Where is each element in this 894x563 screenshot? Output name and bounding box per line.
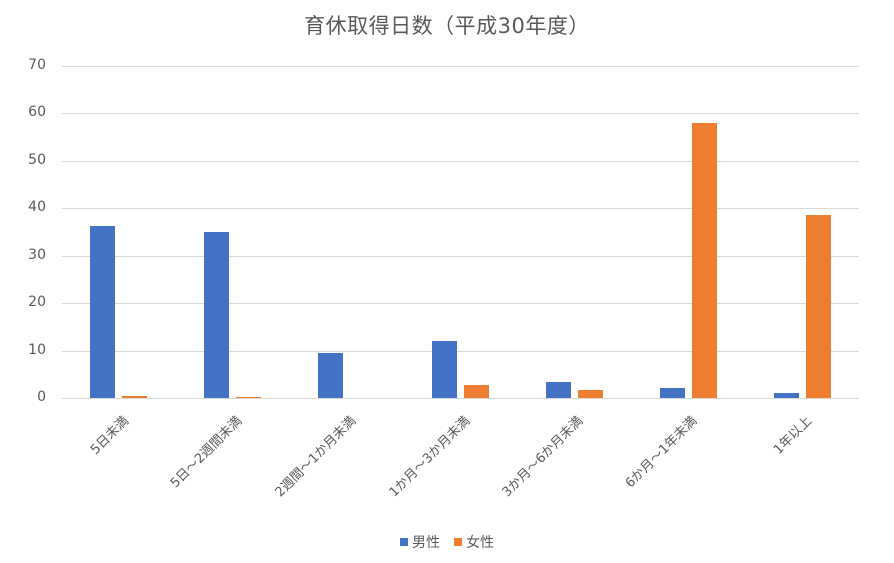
gridline xyxy=(62,66,859,67)
legend-swatch-icon xyxy=(400,538,408,546)
y-tick-label: 50 xyxy=(28,151,46,168)
legend-swatch-icon xyxy=(454,538,462,546)
bar-female xyxy=(464,384,489,398)
x-tick-label: 2週間～1か月未満 xyxy=(272,413,359,501)
gridline xyxy=(62,398,859,399)
bar-female xyxy=(805,215,831,398)
gridline xyxy=(62,113,859,115)
x-tick-label: 1か月～3か月未満 xyxy=(386,413,473,501)
y-tick-label: 60 xyxy=(28,104,46,121)
bar-male xyxy=(204,231,230,398)
x-tick-label: 1年以上 xyxy=(771,413,816,458)
legend: 男性 女性 xyxy=(0,532,894,552)
y-tick-label: 20 xyxy=(28,294,46,311)
gridline xyxy=(62,255,859,257)
x-tick-label: 5日～2週間未満 xyxy=(167,413,246,492)
bar-female xyxy=(236,396,262,398)
y-tick-label: 30 xyxy=(28,246,46,263)
chart-title: 育休取得日数（平成30年度） xyxy=(304,14,590,38)
legend-item-male: 男性 xyxy=(400,532,440,552)
bar-male xyxy=(659,387,685,398)
y-tick-label: 0 xyxy=(37,389,46,405)
bar-female xyxy=(122,395,148,398)
gridline xyxy=(62,350,859,352)
bar-male xyxy=(318,352,344,398)
legend-label: 男性 xyxy=(412,535,440,551)
y-tick-label: 10 xyxy=(28,341,46,358)
bar-female xyxy=(577,389,603,398)
bar-male xyxy=(432,341,457,398)
y-tick-label: 70 xyxy=(28,57,46,73)
legend-item-female: 女性 xyxy=(454,532,494,552)
bar-male xyxy=(773,393,799,398)
bar-female xyxy=(691,122,717,398)
gridline xyxy=(62,303,859,305)
y-tick-label: 40 xyxy=(28,199,46,216)
bar-male xyxy=(90,225,116,398)
x-tick-label: 5日未満 xyxy=(87,413,132,458)
gridline xyxy=(62,208,859,210)
legend-label: 女性 xyxy=(466,535,494,551)
x-tick-label: 3か月～6か月未満 xyxy=(499,413,587,501)
bar-male xyxy=(545,381,571,398)
x-tick-label: 6か月～1年未満 xyxy=(623,413,701,492)
gridline xyxy=(62,160,859,162)
